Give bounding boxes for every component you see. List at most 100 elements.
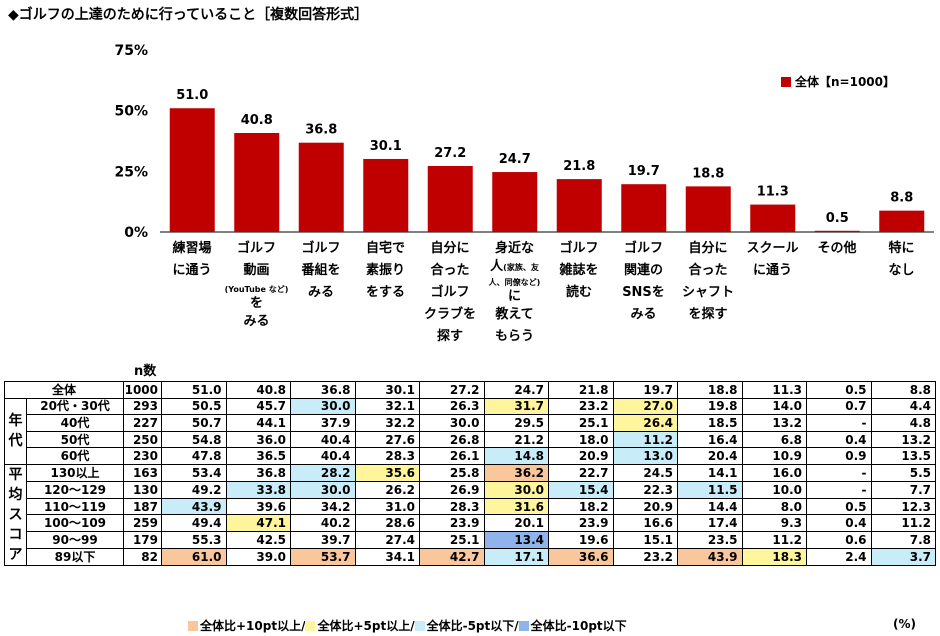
bar-value-label: 36.8 — [305, 123, 337, 138]
row-label: 120〜129 — [26, 480, 124, 499]
table-cell: 26.9 — [419, 480, 485, 499]
bar-value-label: 21.8 — [563, 159, 595, 174]
category-label: 練習場 に通う — [172, 241, 212, 278]
table-cell: 19.6 — [548, 531, 614, 550]
bar — [750, 204, 796, 232]
table-cell: 36.8 — [290, 381, 356, 399]
highlight-label: 全体比+5pt以上/ — [317, 619, 415, 633]
table-cell: 16.4 — [677, 430, 743, 449]
table-cell: 4.8 — [870, 414, 936, 432]
table-cell: 11.2 — [741, 531, 807, 550]
table-cell: 23.9 — [548, 514, 614, 533]
table-cell: 42.7 — [419, 548, 485, 566]
legend-swatch — [781, 77, 791, 87]
table-cell: 40.8 — [225, 381, 291, 399]
category-label: その他 — [817, 241, 857, 256]
bar — [814, 230, 860, 232]
category-label: 自分に 合った ゴルフ クラブを 探す — [423, 241, 476, 344]
category-label: ゴルフ 関連の SNSを みる — [622, 241, 665, 322]
table-cell: 47.8 — [161, 447, 227, 465]
table-cell: 26.8 — [419, 430, 485, 449]
table-cell: 7.7 — [870, 480, 936, 499]
table-cell: 49.4 — [161, 514, 227, 533]
table-cell: 53.4 — [161, 463, 227, 482]
table-cell: 42.5 — [225, 531, 291, 550]
category-label: ゴルフ 番組を みる — [301, 241, 341, 300]
table-cell: 5.5 — [870, 463, 936, 482]
table-cell: 44.1 — [225, 414, 291, 432]
row-label: 130以上 — [26, 463, 124, 482]
table-cell: 3.7 — [870, 548, 936, 566]
table-cell: 50.5 — [161, 397, 227, 416]
table-cell: 15.1 — [612, 531, 678, 550]
bar — [169, 108, 215, 232]
table-cell: 25.8 — [419, 463, 485, 482]
table-cell: 0.4 — [806, 514, 872, 533]
data-table: 全体 1000 51.0 40.8 36.8 30.1 27.2 24.7 21.8 19.7 18… — [4, 381, 936, 566]
table-cell: 17.4 — [677, 514, 743, 533]
table-cell: 36.2 — [483, 463, 549, 482]
table-cell: 31.7 — [483, 397, 549, 416]
table-cell: 13.2 — [741, 414, 807, 432]
table-cell: 26.1 — [419, 447, 485, 465]
table-cell: 25.1 — [419, 531, 485, 550]
table-cell: 49.2 — [161, 480, 227, 499]
n-value: 227 — [123, 414, 162, 432]
table-cell: 11.5 — [677, 480, 743, 499]
table-cell: 36.6 — [548, 548, 614, 566]
table-cell: 18.2 — [548, 497, 614, 516]
table-row: 平均スコア 130以上 163 53.4 36.8 28.2 35.6 25.8 36.2 22.… — [4, 463, 936, 566]
table-cell: 0.9 — [806, 447, 872, 465]
table-cell: 50.7 — [161, 414, 227, 432]
table-cell: 20.9 — [612, 497, 678, 516]
table-cell: 14.4 — [677, 497, 743, 516]
table-cell: 45.7 — [225, 397, 291, 416]
table-cell: 11.2 — [612, 430, 678, 449]
category-label: ゴルフ 動画 (YouTube など) をみる — [224, 241, 289, 329]
table-cell: 11.2 — [870, 514, 936, 533]
table-cell: 54.8 — [161, 430, 227, 449]
n-value: 250 — [123, 430, 162, 449]
table-cell: 21.8 — [548, 381, 614, 399]
bar — [685, 186, 731, 232]
table-cell: 40.4 — [290, 430, 356, 449]
table-cell: 19.7 — [612, 381, 678, 399]
table-cell: 37.9 — [290, 414, 356, 432]
table-cell: 36.0 — [225, 430, 291, 449]
table-row: 90〜99 179 55.3 42.5 39.7 27.4 25.1 13.4 19.6 15.1… — [5, 531, 936, 550]
row-label: 40代 — [26, 414, 124, 432]
n-header: n数 — [134, 364, 157, 379]
table-cell: 43.9 — [161, 497, 227, 516]
table-cell: 24.7 — [483, 381, 549, 399]
n-value: 230 — [123, 447, 162, 465]
row-label: 110〜119 — [26, 497, 124, 516]
table-cell: 26.4 — [612, 414, 678, 432]
bar-value-label: 8.8 — [890, 191, 913, 206]
group-label: 年代 — [4, 397, 27, 465]
table-cell: 27.0 — [612, 397, 678, 416]
table-cell: 20.1 — [483, 514, 549, 533]
category-label: 自宅で 素振り をする — [365, 241, 405, 300]
table-cell: 0.5 — [806, 497, 872, 516]
bar — [492, 172, 538, 232]
unit-label: (%) — [893, 617, 916, 631]
table-cell: 14.8 — [483, 447, 549, 465]
row-label: 全体 — [4, 381, 124, 399]
n-value: 179 — [123, 531, 162, 550]
table-cell: 8.8 — [870, 381, 936, 399]
table-cell: 18.8 — [677, 381, 743, 399]
table-row: 年代 20代・30代 293 50.5 45.7 30.0 32.1 26.3 31.7 23.2… — [4, 397, 936, 465]
bar-value-label: 24.7 — [499, 152, 531, 167]
table-cell: 40.4 — [290, 447, 356, 465]
table-cell: 33.8 — [225, 480, 291, 499]
n-value: 130 — [123, 480, 162, 499]
table-cell: 43.9 — [677, 548, 743, 566]
table-cell: 8.0 — [741, 497, 807, 516]
table-cell: 10.9 — [741, 447, 807, 465]
row-label: 50代 — [26, 430, 124, 449]
table-cell: 7.8 — [870, 531, 936, 550]
table-cell: 16.0 — [741, 463, 807, 482]
highlight-label: 全体比-10pt以下 — [530, 619, 627, 633]
table-cell: 23.2 — [548, 397, 614, 416]
table-row: 120〜129 130 49.2 33.8 30.0 26.2 26.9 30.0 15.4 22… — [5, 480, 936, 499]
